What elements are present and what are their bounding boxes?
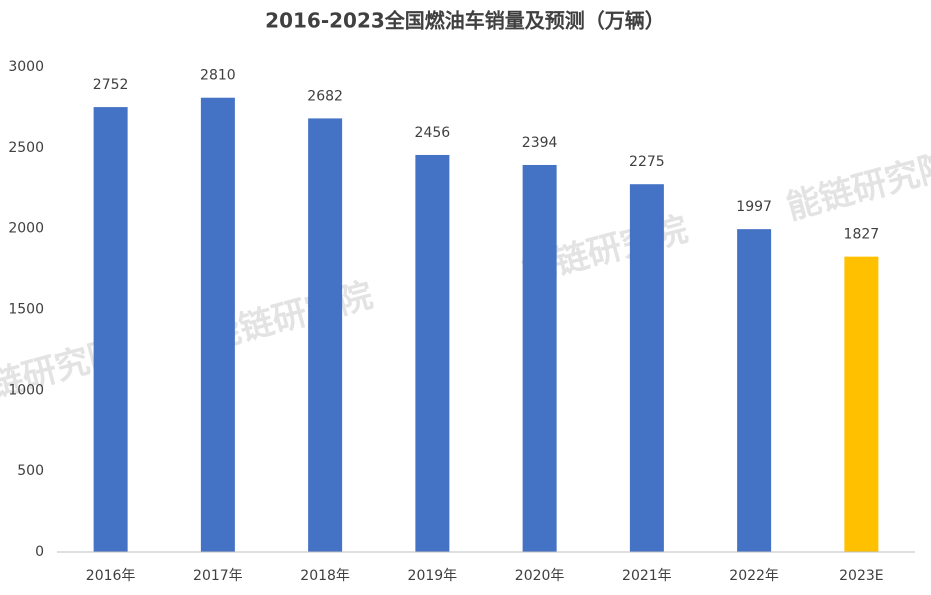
bar — [522, 164, 557, 552]
x-tick-label: 2023E — [839, 568, 883, 584]
bar — [415, 154, 450, 553]
x-tick-label: 2019年 — [408, 568, 458, 584]
bar — [308, 118, 343, 552]
y-tick-label: 1500 — [8, 302, 44, 318]
data-label: 2752 — [93, 77, 129, 93]
data-label: 1997 — [736, 199, 772, 215]
bar — [844, 256, 879, 552]
x-tick-label: 2017年 — [193, 568, 243, 584]
y-tick-label: 2500 — [8, 140, 44, 156]
y-tick-label: 500 — [17, 463, 44, 479]
y-tick-label: 0 — [35, 544, 44, 560]
bar — [629, 184, 664, 553]
x-tick-label: 2021年 — [622, 568, 672, 584]
x-tick-label: 2020年 — [515, 568, 565, 584]
bar — [93, 107, 128, 553]
data-label: 2456 — [415, 125, 451, 141]
x-tick-label: 2022年 — [729, 568, 779, 584]
x-tick-label: 2018年 — [300, 568, 350, 584]
data-label: 2682 — [307, 88, 343, 104]
y-tick-label: 3000 — [8, 59, 44, 75]
x-tick-label: 2016年 — [86, 568, 136, 584]
y-tick-label: 2000 — [8, 221, 44, 237]
chart-title: 2016-2023全国燃油车销量及预测（万辆） — [265, 9, 665, 33]
data-label: 2394 — [522, 135, 558, 151]
y-tick-label: 1000 — [8, 382, 44, 398]
bar — [737, 229, 772, 552]
data-label: 1827 — [844, 227, 880, 243]
data-label: 2810 — [200, 68, 236, 84]
watermark: 能链研究院 — [782, 145, 931, 228]
bar — [200, 97, 235, 552]
data-label: 2275 — [629, 154, 665, 170]
